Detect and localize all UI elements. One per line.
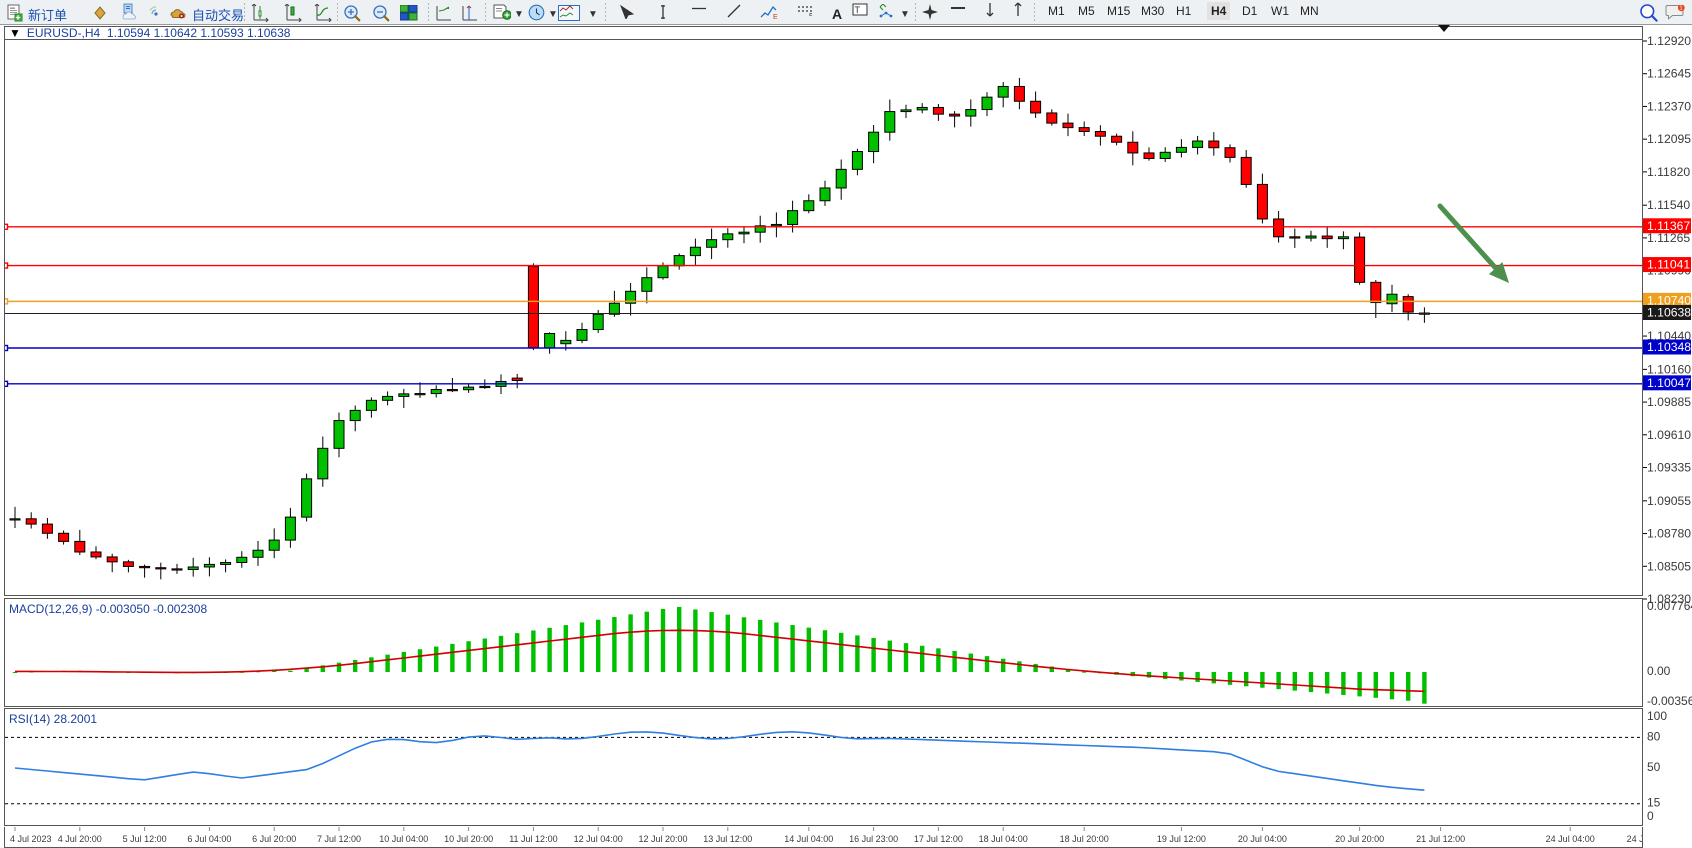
svg-text:1.10160: 1.10160 xyxy=(1647,362,1691,376)
svg-text:0: 0 xyxy=(1647,809,1654,823)
svg-text:RSI(14) 28.2001: RSI(14) 28.2001 xyxy=(9,712,97,726)
svg-text:1.11540: 1.11540 xyxy=(1647,198,1690,212)
svg-text:24 Jul 20:00: 24 Jul 20:00 xyxy=(1627,834,1643,844)
svg-text:6 Jul 04:00: 6 Jul 04:00 xyxy=(187,834,231,844)
svg-text:21 Jul 12:00: 21 Jul 12:00 xyxy=(1416,834,1465,844)
svg-text:1.08780: 1.08780 xyxy=(1647,527,1691,541)
svg-text:1.11041: 1.11041 xyxy=(1647,258,1690,272)
svg-text:7 Jul 12:00: 7 Jul 12:00 xyxy=(317,834,361,844)
svg-text:16 Jul 23:00: 16 Jul 23:00 xyxy=(849,834,898,844)
svg-text:10 Jul 20:00: 10 Jul 20:00 xyxy=(444,834,493,844)
svg-text:4 Jul 20:00: 4 Jul 20:00 xyxy=(58,834,102,844)
svg-text:19 Jul 12:00: 19 Jul 12:00 xyxy=(1157,834,1206,844)
svg-text:12 Jul 20:00: 12 Jul 20:00 xyxy=(638,834,687,844)
svg-text:5 Jul 12:00: 5 Jul 12:00 xyxy=(123,834,167,844)
svg-text:1.10638: 1.10638 xyxy=(1647,306,1691,320)
svg-text:17 Jul 12:00: 17 Jul 12:00 xyxy=(914,834,963,844)
svg-text:1.08505: 1.08505 xyxy=(1647,559,1691,573)
svg-text:1.11367: 1.11367 xyxy=(1647,219,1690,233)
svg-text:50: 50 xyxy=(1647,760,1661,774)
svg-text:20 Jul 20:00: 20 Jul 20:00 xyxy=(1335,834,1384,844)
svg-text:1: 1 xyxy=(1680,6,1683,12)
svg-text:T: T xyxy=(855,5,861,15)
svg-text:E: E xyxy=(773,14,778,20)
svg-text:1.12920: 1.12920 xyxy=(1647,34,1691,48)
svg-text:4 Jul 2023: 4 Jul 2023 xyxy=(10,834,52,844)
svg-text:1.12095: 1.12095 xyxy=(1647,132,1691,146)
svg-text:1.09335: 1.09335 xyxy=(1647,461,1691,475)
svg-text:F: F xyxy=(809,13,812,16)
svg-text:1.10348: 1.10348 xyxy=(1647,340,1691,354)
svg-text:MACD(12,26,9) -0.003050 -0.002: MACD(12,26,9) -0.003050 -0.002308 xyxy=(9,602,207,616)
svg-text:11 Jul 12:00: 11 Jul 12:00 xyxy=(509,834,557,844)
svg-text:80: 80 xyxy=(1647,729,1661,743)
svg-text:18 Jul 04:00: 18 Jul 04:00 xyxy=(979,834,1028,844)
svg-text:100: 100 xyxy=(1647,709,1667,723)
svg-text:0.00: 0.00 xyxy=(1647,664,1671,678)
svg-text:-0.003565: -0.003565 xyxy=(1647,694,1692,708)
svg-text:1.09610: 1.09610 xyxy=(1647,428,1691,442)
svg-text:15: 15 xyxy=(1647,796,1661,810)
svg-text:12 Jul 04:00: 12 Jul 04:00 xyxy=(574,834,623,844)
svg-text:1.12645: 1.12645 xyxy=(1647,67,1691,81)
svg-text:1.09885: 1.09885 xyxy=(1647,395,1691,409)
svg-text:13 Jul 12:00: 13 Jul 12:00 xyxy=(703,834,752,844)
svg-text:1.10047: 1.10047 xyxy=(1647,376,1691,390)
svg-text:1.12370: 1.12370 xyxy=(1647,99,1691,113)
svg-text:20 Jul 04:00: 20 Jul 04:00 xyxy=(1238,834,1287,844)
svg-text:1.09055: 1.09055 xyxy=(1647,494,1691,508)
svg-text:18 Jul 20:00: 18 Jul 20:00 xyxy=(1060,834,1109,844)
svg-text:1.11820: 1.11820 xyxy=(1647,165,1690,179)
svg-text:10 Jul 04:00: 10 Jul 04:00 xyxy=(379,834,428,844)
svg-text:6 Jul 20:00: 6 Jul 20:00 xyxy=(252,834,296,844)
svg-text:14 Jul 04:00: 14 Jul 04:00 xyxy=(784,834,833,844)
svg-text:24 Jul 04:00: 24 Jul 04:00 xyxy=(1546,834,1595,844)
svg-text:0.007764: 0.007764 xyxy=(1647,599,1692,613)
